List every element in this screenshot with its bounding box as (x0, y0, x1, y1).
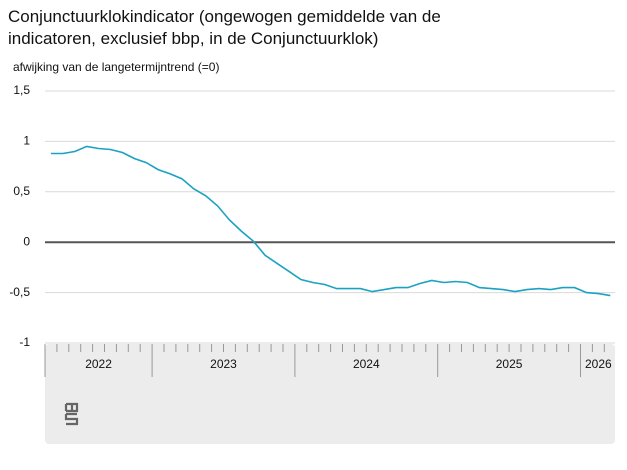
cbs-logo (64, 402, 79, 426)
x-tick-label: 2024 (353, 357, 380, 371)
y-tick-label: 0 (23, 234, 30, 248)
y-axis-label: afwijking van de langetermijntrend (=0) (13, 60, 220, 74)
x-tick-label: 2022 (85, 357, 112, 371)
y-tick-label: -0,5 (9, 285, 30, 299)
y-tick-label: 0,5 (13, 184, 30, 198)
y-tick-label: 1,5 (13, 83, 30, 97)
y-tick-label: 1 (23, 134, 30, 148)
chart-title: Conjunctuurklokindicator (ongewogen gemi… (8, 7, 441, 48)
y-tick-label: -1 (19, 335, 30, 349)
x-tick-label: 2025 (496, 357, 523, 371)
x-tick-label: 2023 (210, 357, 237, 371)
line-series (51, 145, 611, 297)
x-tick-label: 2026 (585, 357, 612, 371)
x-axis-panel (45, 344, 615, 444)
